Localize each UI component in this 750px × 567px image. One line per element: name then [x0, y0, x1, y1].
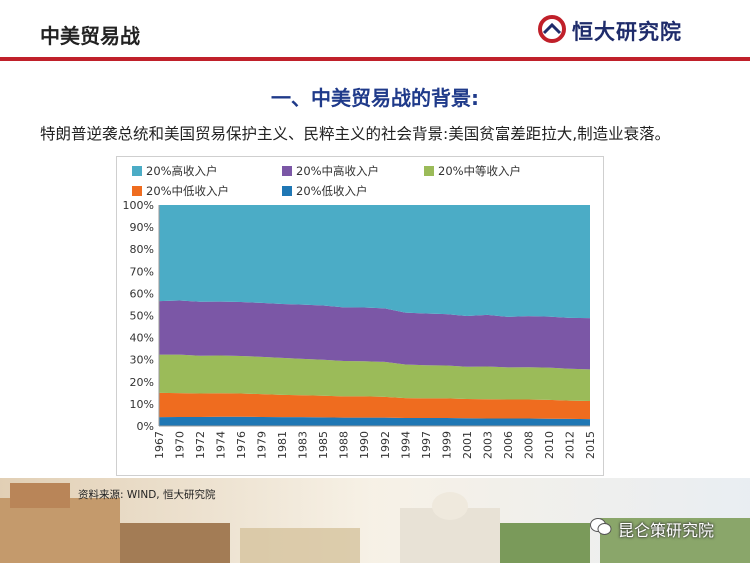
x-tick-label: 1999: [440, 431, 453, 459]
area-series: [159, 354, 590, 402]
x-tick-label: 1985: [317, 431, 330, 459]
legend-item: 20%中低收入户: [132, 183, 229, 199]
legend-label: 20%低收入户: [296, 184, 368, 198]
x-tick-label: 2006: [502, 431, 515, 459]
legend-swatch: [424, 166, 434, 176]
x-tick-label: 1967: [153, 431, 166, 459]
data-source-note: 资料来源: WIND, 恒大研究院: [78, 489, 216, 501]
x-tick-label: 1992: [379, 431, 392, 459]
watermark-text: 昆仑策研究院: [618, 521, 715, 540]
legend-item: 20%低收入户: [282, 183, 368, 199]
watermark: 昆仑策研究院: [590, 517, 714, 541]
x-tick-label: 1979: [256, 431, 269, 459]
legend-item: 20%中等收入户: [424, 163, 521, 179]
area-series: [159, 300, 590, 370]
section-title: 一、中美贸易战的背景:: [271, 86, 479, 110]
x-tick-label: 1981: [276, 431, 289, 459]
x-tick-label: 2010: [543, 431, 556, 459]
header-divider: [0, 57, 750, 61]
x-tick-label: 2008: [522, 431, 535, 459]
income-share-area-chart: 0% 10% 20% 30% 40% 50% 60% 70% 80% 90% 100% 1967 197…: [123, 199, 597, 459]
x-tick-label: 1983: [297, 431, 310, 459]
area-series: [159, 416, 590, 426]
y-tick-label: 50%: [130, 310, 154, 323]
legend-label: 20%中等收入户: [438, 164, 522, 178]
x-tick-label: 1990: [358, 431, 371, 459]
x-tick-label: 1974: [215, 431, 228, 459]
x-tick-label: 1988: [338, 431, 351, 459]
legend-swatch: [132, 166, 142, 176]
legend-item: 20%高收入户: [132, 163, 218, 179]
brand-name: 恒大研究院: [572, 20, 682, 44]
x-tick-label: 1997: [420, 431, 433, 459]
y-tick-label: 0%: [137, 420, 154, 433]
area-series: [159, 205, 590, 319]
y-tick-label: 100%: [123, 199, 154, 212]
header-bar: 中美贸易战 恒大研究院: [0, 0, 750, 61]
legend-swatch: [282, 186, 292, 196]
chart-legend: 20%高收入户 20%中高收入户 20%中等收入户 20%中低收入户 20%低收入户: [124, 163, 594, 203]
legend-swatch: [132, 186, 142, 196]
x-tick-label: 1994: [399, 431, 412, 459]
x-tick-label: 2015: [584, 431, 597, 459]
area-series: [159, 392, 590, 420]
slide-subtitle: 特朗普逆袭总统和美国贸易保护主义、民粹主义的社会背景:美国贫富差距拉大,制造业衰…: [40, 125, 671, 143]
y-tick-label: 90%: [130, 221, 154, 234]
y-tick-label: 80%: [130, 243, 154, 256]
evergrande-logo-icon: [538, 15, 566, 47]
y-tick-label: 70%: [130, 265, 154, 278]
legend-label: 20%高收入户: [146, 164, 218, 178]
brand: 恒大研究院: [538, 14, 682, 48]
x-tick-label: 1972: [194, 431, 207, 459]
y-tick-label: 60%: [130, 287, 154, 300]
y-tick-label: 20%: [130, 376, 154, 389]
legend-label: 20%中高收入户: [296, 164, 380, 178]
x-tick-label: 2012: [563, 431, 576, 459]
y-tick-label: 30%: [130, 354, 154, 367]
x-tick-label: 1976: [235, 431, 248, 459]
y-tick-label: 40%: [130, 332, 154, 345]
x-tick-label: 2001: [461, 431, 474, 459]
wechat-icon: [590, 517, 612, 541]
x-tick-label: 2003: [481, 431, 494, 459]
page-title: 中美贸易战: [40, 24, 140, 48]
legend-label: 20%中低收入户: [146, 184, 230, 198]
footer-building-illustration: [0, 478, 750, 563]
x-tick-label: 1970: [174, 431, 187, 459]
legend-swatch: [282, 166, 292, 176]
y-tick-label: 10%: [130, 398, 154, 411]
legend-item: 20%中高收入户: [282, 163, 379, 179]
